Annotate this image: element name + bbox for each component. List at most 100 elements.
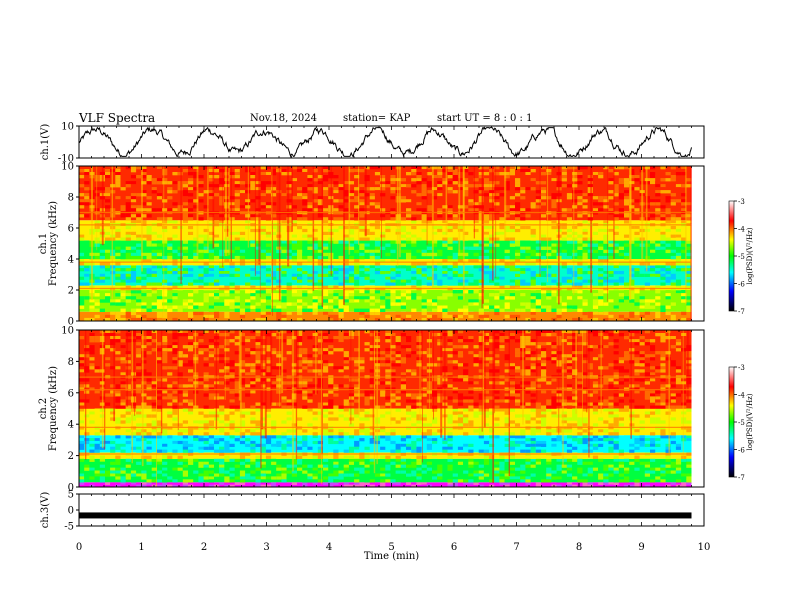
s2-cell <box>582 438 588 442</box>
s1-cell <box>245 290 251 294</box>
s1-cell <box>551 202 557 206</box>
s1-cell <box>447 228 453 233</box>
s1-cell <box>136 259 142 263</box>
s1-cell <box>151 305 157 309</box>
s1-cell <box>530 202 536 206</box>
s1-cell <box>255 271 261 275</box>
s1-cell <box>665 217 671 221</box>
s2-cell <box>675 473 682 477</box>
s2-cell <box>613 408 619 412</box>
s1-cell <box>307 317 313 322</box>
s1-cell <box>437 190 443 194</box>
s1-cell <box>255 262 261 266</box>
s1-cell <box>582 231 588 235</box>
s1-cell <box>198 217 204 221</box>
s2-cell <box>182 484 188 488</box>
s1-cell <box>675 268 682 272</box>
s2-cell <box>333 461 339 465</box>
s2-cell <box>618 461 624 465</box>
s1-cell <box>530 279 536 283</box>
s1-cell <box>572 252 578 257</box>
s1-cell <box>639 262 645 266</box>
s2-cell <box>432 476 438 480</box>
s2-cell <box>224 470 230 474</box>
s1-cell <box>271 226 277 230</box>
s1-cell <box>681 311 687 316</box>
s1-cell <box>478 196 484 200</box>
s2-cell <box>468 408 474 412</box>
s2-cell <box>146 455 152 459</box>
s1-cell <box>141 255 147 260</box>
s2-cell <box>167 470 173 474</box>
s1-cell <box>541 246 547 250</box>
s1-cell <box>193 279 199 283</box>
s2-cell <box>214 438 220 442</box>
s1-cell <box>473 228 479 233</box>
s1-cell <box>297 285 303 288</box>
s1-cell <box>483 255 490 260</box>
s2-cell <box>494 449 500 453</box>
s2-cell <box>603 435 609 439</box>
s1-cell <box>291 314 297 319</box>
s2-cell <box>572 484 578 488</box>
s2-cell <box>136 484 142 488</box>
s2-cell <box>333 479 339 483</box>
s1-cell <box>94 268 100 272</box>
s1-cell <box>271 262 277 266</box>
s2-cell <box>442 446 448 450</box>
s1-cell <box>665 237 671 241</box>
s2-cell <box>468 482 474 485</box>
s2-cell <box>613 435 619 439</box>
s1-cell <box>406 290 412 294</box>
s2-cell <box>432 470 438 474</box>
s1-cell <box>473 205 479 209</box>
s1-cell <box>276 249 282 254</box>
s2-cell <box>79 476 85 480</box>
s1-cell <box>483 271 490 275</box>
s1-cell <box>592 302 599 306</box>
s1-cell <box>608 175 614 179</box>
s1-cell <box>167 208 173 212</box>
s1-cell <box>686 226 692 230</box>
s1-cell <box>452 190 458 194</box>
s1-cell <box>457 243 464 247</box>
s1-cell <box>618 314 624 319</box>
s1-cell <box>188 317 194 322</box>
s1-cell <box>276 187 282 191</box>
s1-cell <box>463 193 469 197</box>
s2-cell <box>291 464 297 468</box>
s1-cell <box>94 187 100 191</box>
s2-cell <box>219 470 225 474</box>
s1-cell <box>603 271 609 275</box>
s1-cell <box>468 246 474 250</box>
s1-cell <box>406 199 412 203</box>
s1-cell <box>136 252 142 257</box>
s2-cell <box>141 435 147 439</box>
s2-cell <box>634 408 640 412</box>
s1-cell <box>432 196 438 200</box>
s2-cell <box>473 473 479 477</box>
s1-cell <box>447 271 453 275</box>
s1-cell <box>639 305 645 309</box>
s1-cell <box>561 184 567 188</box>
s1-cell <box>265 268 272 272</box>
s2-cell <box>613 446 619 450</box>
s1-cell <box>177 271 183 275</box>
s1-cell <box>592 249 599 254</box>
s1-cell <box>162 190 168 194</box>
s1-cell <box>260 290 266 294</box>
s1-cell <box>193 187 199 191</box>
s1-cell <box>214 299 220 303</box>
s2-cell <box>323 438 329 442</box>
s1-cell <box>250 311 256 316</box>
s2-cell <box>162 408 168 412</box>
s1-cell <box>343 290 349 294</box>
s1-cell <box>380 193 386 197</box>
s1-cell <box>219 181 225 185</box>
s1-cell <box>146 234 152 238</box>
s2-cell <box>442 449 448 453</box>
s1-cell <box>374 290 381 294</box>
s1-cell <box>79 243 85 247</box>
s1-cell <box>406 305 412 309</box>
